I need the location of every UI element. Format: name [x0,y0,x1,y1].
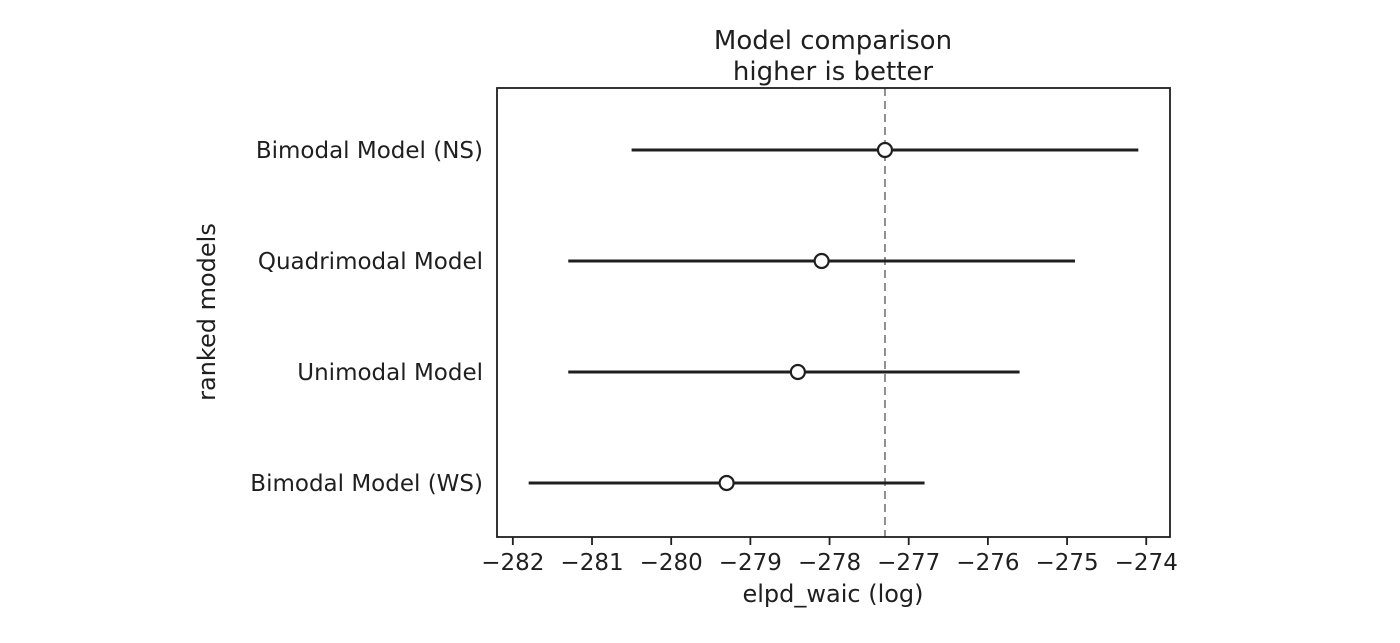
plot-border [496,87,1171,538]
y-tick-label: Quadrimodal Model [258,249,483,275]
point-marker [813,252,830,270]
x-tick-label: −274 [1115,550,1178,576]
point-marker [876,141,894,159]
chart-title-block: Model comparison higher is better [714,26,952,88]
x-tick-label: −281 [560,550,623,576]
x-tick-label: −277 [877,550,940,576]
x-tick-label: −279 [719,550,782,576]
x-tick-label: −280 [640,550,703,576]
x-tick-label: −282 [481,550,544,576]
y-tick-label: Bimodal Model (NS) [256,138,483,164]
chart-title: Model comparison [713,26,953,56]
point-marker [789,363,806,381]
x-tick-label: −278 [798,550,861,576]
x-tick-label: −275 [1035,550,1098,576]
chart-subtitle: higher is better [732,57,934,87]
point-marker [718,474,735,492]
y-axis-label: ranked models [193,223,221,401]
x-tick-label: −276 [956,550,1019,576]
y-tick-label: Unimodal Model [297,360,483,386]
y-tick-label: Bimodal Model (WS) [250,471,483,497]
x-axis-label: elpd_waic (log) [742,580,924,608]
